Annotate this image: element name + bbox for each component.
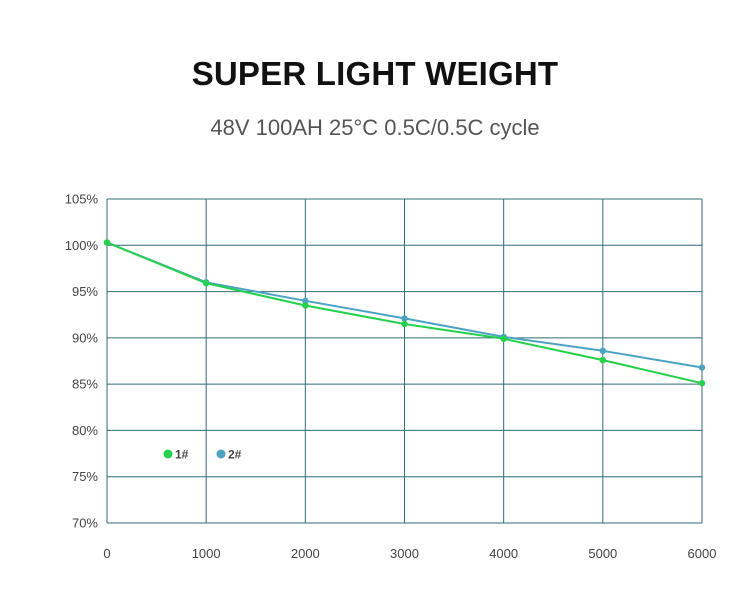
legend: 1# 2#: [163, 448, 242, 462]
series-point-1: [698, 380, 706, 387]
grid: [106, 198, 703, 524]
y-tick-label: 95%: [72, 284, 98, 299]
y-tick-label: 70%: [72, 516, 98, 531]
x-tick-label: 2000: [291, 546, 320, 561]
series-point-2: [599, 347, 607, 355]
series-point-1: [500, 335, 507, 342]
series-point-1: [103, 239, 111, 246]
x-tick-label: 0: [103, 546, 110, 561]
series-point-2: [401, 315, 408, 322]
series-point-2: [698, 364, 706, 371]
y-tick-label: 75%: [72, 469, 98, 484]
x-tick-label: 1000: [192, 546, 221, 561]
y-tick-label: 85%: [72, 377, 98, 392]
series-group: [103, 239, 706, 387]
legend-label-2: 2#: [228, 448, 242, 462]
x-tick-label: 5000: [588, 546, 617, 561]
x-tick-label: 6000: [688, 546, 717, 561]
x-tick-label: 3000: [390, 546, 419, 561]
chart-title: SUPER LIGHT WEIGHT: [191, 55, 559, 92]
legend-marker-2: [216, 449, 226, 459]
y-tick-label: 100%: [65, 238, 99, 253]
legend-label-1: 1#: [175, 448, 189, 462]
legend-marker-1: [163, 449, 173, 459]
series-point-1: [202, 280, 210, 287]
y-axis-ticks: 70% 75% 80% 85% 90% 95% 100% 105%: [65, 192, 99, 531]
y-tick-label: 80%: [72, 423, 98, 438]
series-point-1: [302, 302, 309, 309]
series-point-1: [599, 356, 607, 364]
y-tick-label: 90%: [72, 330, 98, 345]
series-point-1: [401, 320, 408, 328]
x-tick-label: 4000: [489, 546, 518, 561]
y-tick-label: 105%: [65, 192, 99, 207]
chart-subtitle: 48V 100AH 25°C 0.5C/0.5C cycle: [210, 115, 540, 140]
x-axis-ticks: 0 1000 2000 3000 4000 5000 6000: [103, 546, 716, 561]
series-point-2: [302, 297, 309, 305]
